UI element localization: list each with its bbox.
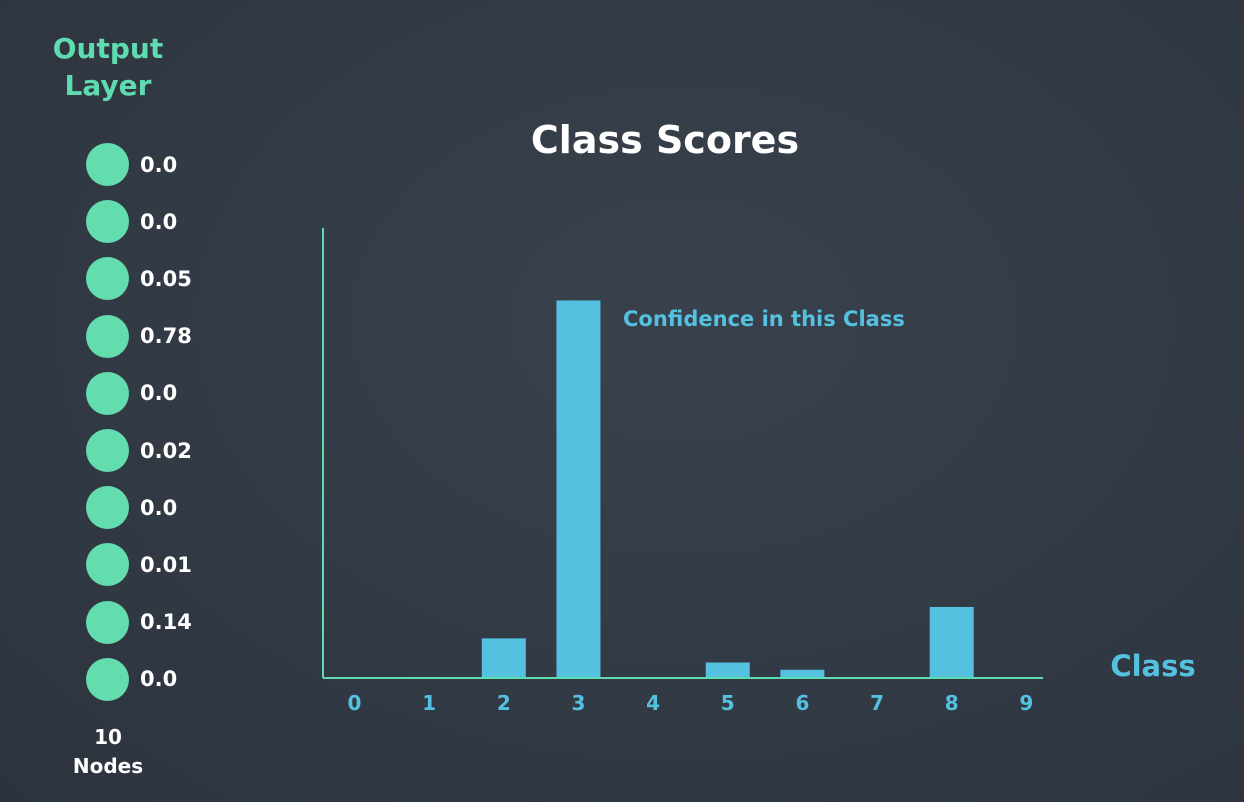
node-value: 0.01 [140, 552, 192, 577]
node-circle-icon [86, 314, 129, 358]
node-count: 10 Nodes [48, 723, 168, 781]
bar-class-3 [556, 300, 601, 677]
node-circle-icon [86, 600, 129, 644]
output-node: 0.02 [86, 429, 192, 472]
node-count-label: Nodes [72, 754, 144, 778]
x-tick-label: 9 [1019, 691, 1033, 715]
node-circle-icon [86, 486, 129, 530]
node-value: 0.14 [140, 610, 192, 635]
output-node: 0.0 [86, 200, 178, 244]
x-tick-label: 1 [422, 691, 436, 715]
x-axis-label: Class [1110, 649, 1195, 683]
output-layer-title: Output Layer [28, 30, 188, 104]
node-count-number: 10 [94, 725, 122, 749]
output-node: 0.14 [86, 600, 192, 644]
node-value: 0.02 [140, 438, 192, 463]
node-value: 0.0 [140, 667, 178, 692]
x-tick-label: 8 [945, 691, 959, 715]
output-layer-title-line1: Output [52, 32, 164, 65]
node-circle-icon [86, 429, 129, 472]
output-node: 0.05 [86, 257, 192, 301]
output-node: 0.0 [86, 143, 177, 186]
output-layer-title-line2: Layer [64, 69, 152, 102]
output-node: 0.78 [86, 314, 192, 358]
node-value: 0.0 [140, 381, 178, 406]
output-node: 0.01 [86, 543, 192, 587]
node-circle-icon [86, 543, 129, 587]
node-value: 0.0 [140, 209, 178, 234]
x-tick-label: 6 [795, 691, 809, 715]
node-value: 0.78 [140, 324, 192, 349]
node-circle-icon [86, 200, 129, 244]
bar-class-6 [780, 669, 825, 677]
bar-class-8 [929, 606, 974, 677]
node-value: 0.0 [140, 152, 178, 177]
x-tick-label: 7 [870, 691, 884, 715]
output-node: 0.0 [86, 371, 178, 415]
x-tick-label: 0 [348, 691, 362, 715]
node-value: 0.0 [140, 495, 178, 520]
x-tick-label: 4 [646, 691, 660, 715]
x-tick-label: 5 [721, 691, 735, 715]
output-node: 0.0 [86, 486, 178, 530]
output-node: 0.0 [86, 657, 178, 701]
x-tick-label: 2 [497, 691, 511, 715]
node-value: 0.05 [140, 266, 192, 291]
node-circle-icon [86, 257, 129, 301]
bar-class-2 [481, 638, 526, 677]
x-tick-label: 3 [571, 691, 585, 715]
node-circle-icon [86, 371, 129, 415]
confidence-annotation: Confidence in this Class [623, 307, 905, 331]
chart-title: Class Scores [530, 118, 800, 162]
bar-class-5 [705, 662, 750, 677]
node-circle-icon [86, 143, 129, 186]
node-circle-icon [86, 657, 129, 701]
